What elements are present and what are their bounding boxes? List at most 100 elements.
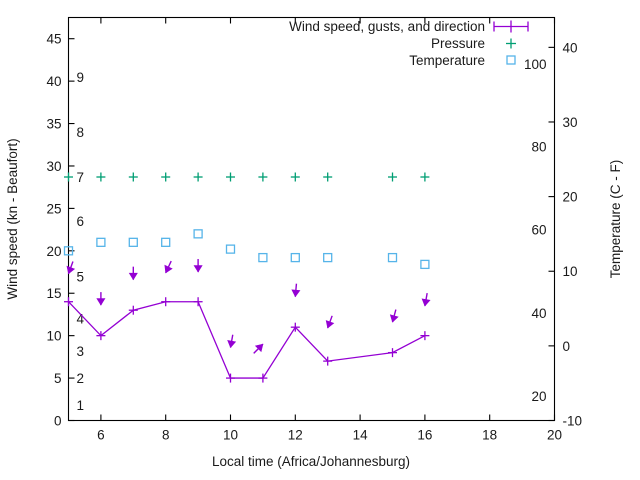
fahrenheit-label: 20 <box>531 389 546 404</box>
fahrenheit-label: 100 <box>524 57 547 72</box>
y-tick-label: 0 <box>54 414 62 429</box>
y-axis-title: Wind speed (kn - Beaufort) <box>5 138 20 299</box>
y2-tick-label: -10 <box>563 414 583 429</box>
y-axis-ticks: 0 5 10 15 20 25 30 35 40 45 <box>46 32 75 429</box>
wind-speed-marker <box>420 331 430 341</box>
beaufort-label: 9 <box>77 70 85 85</box>
x-tick-label: 10 <box>223 428 238 443</box>
temperature-marker <box>290 252 300 263</box>
legend-label-pressure: Pressure <box>431 36 485 51</box>
beaufort-label: 4 <box>77 312 85 327</box>
beaufort-scale-labels: 1 2 3 4 5 6 7 8 9 <box>77 70 85 413</box>
pressure-marker <box>193 172 203 182</box>
y-tick-label: 30 <box>46 159 61 174</box>
fahrenheit-label: 60 <box>531 222 546 237</box>
temperature-marker <box>63 246 74 256</box>
wind-direction-arrow <box>164 260 173 274</box>
beaufort-label: 3 <box>77 344 85 359</box>
wind-direction-arrow <box>96 292 106 306</box>
wind-speed-marker <box>96 331 106 341</box>
x-tick-label: 12 <box>288 428 303 443</box>
wind-direction-arrow <box>389 309 399 323</box>
pressure-marker <box>128 172 138 182</box>
x-axis-ticks: 6 8 10 12 14 16 18 20 <box>97 17 562 443</box>
temperature-marker <box>193 229 203 239</box>
y2-tick-label: 40 <box>563 40 578 55</box>
temperature-marker <box>323 252 333 263</box>
y-tick-label: 5 <box>54 371 62 386</box>
temperature-marker <box>387 252 398 263</box>
pressure-marker <box>258 172 268 182</box>
beaufort-label: 6 <box>77 214 85 229</box>
temperature-marker <box>96 237 106 247</box>
beaufort-label: 7 <box>77 170 85 185</box>
y-tick-label: 10 <box>46 329 61 344</box>
wind-speed-marker <box>193 297 203 307</box>
y2-axis-ticks: -10 0 10 20 30 40 <box>548 40 583 429</box>
pressure-marker <box>323 172 333 182</box>
wind-speed-marker <box>128 305 138 315</box>
pressure-marker <box>388 172 397 182</box>
y2-tick-label: 0 <box>563 339 571 354</box>
pressure-marker <box>161 172 171 182</box>
wind-speed-marker <box>323 356 333 366</box>
legend-swatch-temperature <box>506 55 516 65</box>
y-tick-label: 45 <box>46 32 61 47</box>
temperature-marker <box>420 259 430 270</box>
x-tick-label: 6 <box>97 428 105 443</box>
wind-direction-arrow <box>66 261 76 275</box>
legend-label-temperature: Temperature <box>409 53 485 68</box>
fahrenheit-label: 40 <box>531 306 546 321</box>
beaufort-label: 8 <box>77 125 85 140</box>
wind-direction-arrow <box>291 283 301 298</box>
pressure-marker <box>64 172 73 182</box>
pressure-marker <box>226 172 235 182</box>
beaufort-label: 5 <box>77 269 85 284</box>
wind-direction-arrow <box>193 259 203 273</box>
legend-swatch-pressure <box>506 38 516 49</box>
pressure-series <box>64 172 430 182</box>
chart-legend: Wind speed, gusts, and direction Pressur… <box>289 19 529 68</box>
temperature-series <box>63 229 430 270</box>
wind-direction-arrow <box>227 334 237 349</box>
x-tick-label: 20 <box>547 428 562 443</box>
y-tick-label: 25 <box>46 201 61 216</box>
y-tick-label: 15 <box>46 286 61 301</box>
y-tick-label: 20 <box>46 244 61 259</box>
wind-direction-arrow <box>128 266 138 281</box>
plot-frame <box>67 16 556 422</box>
beaufort-label: 1 <box>77 398 85 413</box>
x-tick-label: 18 <box>482 428 497 443</box>
wind-speed-marker <box>226 373 235 383</box>
wind-direction-arrows <box>66 259 431 354</box>
y2-tick-label: 30 <box>563 115 578 130</box>
wind-direction-arrow <box>421 293 431 307</box>
wind-speed-marker <box>258 373 268 383</box>
x-tick-label: 8 <box>162 428 170 443</box>
y-tick-label: 40 <box>46 74 61 89</box>
wind-speed-marker <box>388 348 397 358</box>
temperature-marker <box>128 237 138 247</box>
y2-axis-title: Temperature (C - F) <box>608 160 623 279</box>
wind-speed-marker <box>64 297 73 307</box>
wind-speed-marker <box>290 322 300 332</box>
y2-tick-label: 20 <box>563 190 578 205</box>
pressure-marker <box>290 172 300 182</box>
legend-label-wind: Wind speed, gusts, and direction <box>289 19 485 34</box>
temperature-marker <box>258 252 268 263</box>
x-tick-label: 14 <box>353 428 369 443</box>
pressure-marker <box>96 172 106 182</box>
temperature-marker <box>161 237 171 247</box>
legend-swatch-wind <box>493 20 529 33</box>
temperature-marker <box>225 244 236 254</box>
x-axis-title: Local time (Africa/Johannesburg) <box>212 454 410 469</box>
y2-tick-label: 10 <box>563 264 578 279</box>
beaufort-label: 2 <box>77 371 85 386</box>
fahrenheit-scale-labels: 20 40 60 80 100 <box>524 57 547 404</box>
wind-direction-arrow <box>253 343 264 354</box>
wind-speed-marker <box>161 297 171 307</box>
wind-direction-arrow <box>325 315 335 329</box>
